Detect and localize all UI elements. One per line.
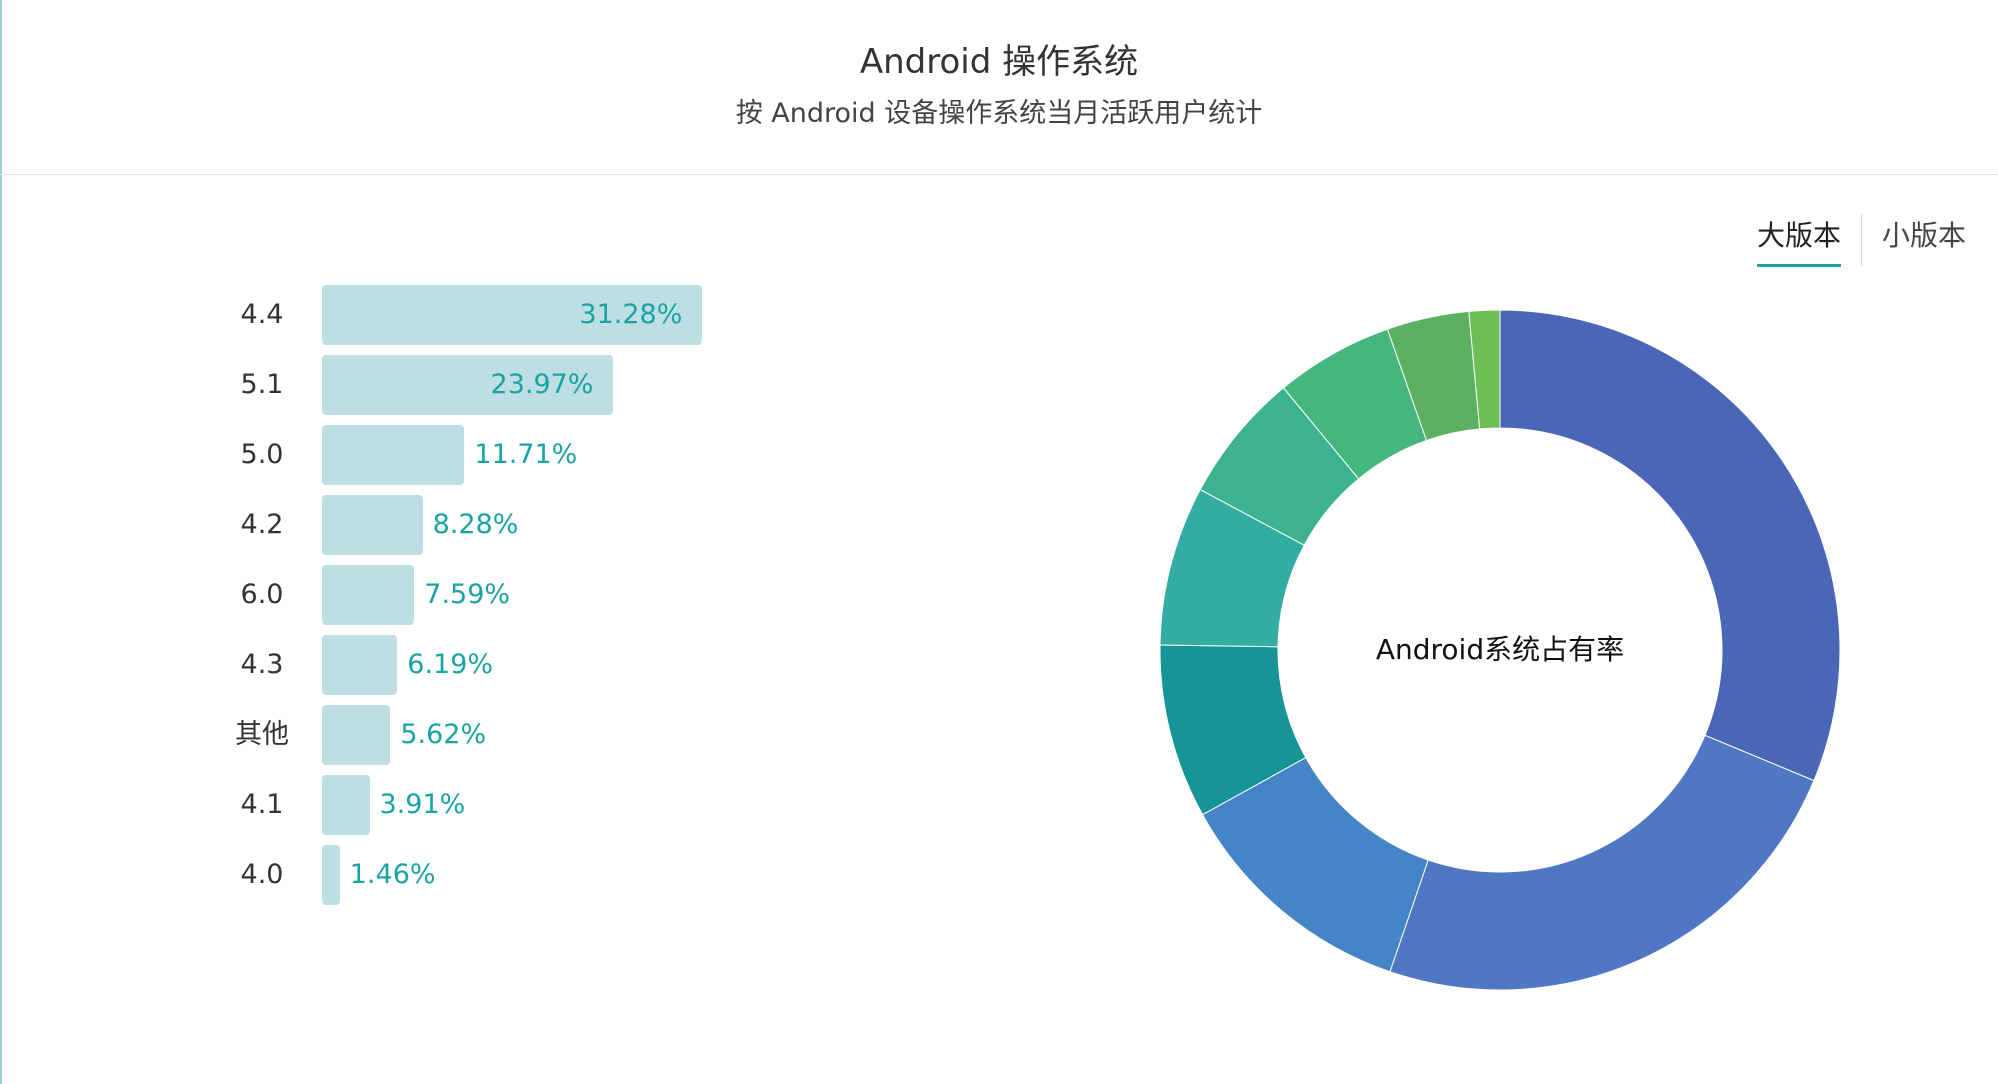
chart-title: Android 操作系统 bbox=[859, 42, 1139, 82]
bar-value-label: 11.71% bbox=[474, 439, 578, 470]
bar-value-label: 23.97% bbox=[490, 369, 594, 400]
bar[interactable] bbox=[322, 565, 415, 625]
bar-value-label: 5.62% bbox=[400, 719, 487, 750]
chart-header: Android 操作系统 按 Android 设备操作系统当月活跃用户统计 bbox=[0, 0, 1998, 175]
tab-major-version[interactable]: 大版本 bbox=[1756, 214, 1841, 267]
bar-category-label: 4.0 bbox=[240, 859, 284, 890]
bar[interactable] bbox=[322, 355, 614, 415]
bar-category-label: 4.3 bbox=[240, 649, 284, 680]
version-tabs: 大版本 小版本 bbox=[1756, 214, 1966, 267]
bar[interactable] bbox=[322, 285, 703, 345]
bar-category-label: 4.1 bbox=[240, 789, 284, 820]
donut-chart bbox=[1159, 309, 1841, 991]
chart-subtitle: 按 Android 设备操作系统当月活跃用户统计 bbox=[735, 98, 1263, 129]
bar-row[interactable]: 4.3 6.19% bbox=[0, 635, 1000, 695]
donut-center-label: Android系统占有率 bbox=[1375, 633, 1625, 666]
bar[interactable] bbox=[322, 775, 370, 835]
bar-row[interactable]: 其他 5.62% bbox=[0, 705, 1000, 765]
bar[interactable] bbox=[322, 705, 391, 765]
bar-value-label: 7.59% bbox=[424, 579, 511, 610]
left-edge-line bbox=[0, 0, 2, 1084]
bar-value-label: 3.91% bbox=[379, 789, 466, 820]
bar-category-label: 5.0 bbox=[240, 439, 284, 470]
tab-divider bbox=[1860, 214, 1862, 266]
bar-value-label: 31.28% bbox=[579, 299, 683, 330]
bar-row[interactable]: 5.1 23.97% bbox=[0, 355, 1000, 415]
bar-category-label: 6.0 bbox=[240, 579, 284, 610]
donut-slice[interactable] bbox=[1499, 309, 1841, 782]
bar-category-label: 4.2 bbox=[240, 509, 284, 540]
bar[interactable] bbox=[322, 845, 340, 905]
bar-row[interactable]: 6.0 7.59% bbox=[0, 565, 1000, 625]
bar-category-label: 4.4 bbox=[240, 299, 284, 330]
donut-slice[interactable] bbox=[1468, 309, 1501, 430]
bar-row[interactable]: 5.0 11.71% bbox=[0, 425, 1000, 485]
bar-value-label: 1.46% bbox=[349, 859, 436, 890]
bar-value-label: 6.19% bbox=[407, 649, 494, 680]
bar-category-label: 其他 bbox=[235, 719, 289, 750]
bar-value-label: 8.28% bbox=[432, 509, 519, 540]
bar[interactable] bbox=[322, 425, 465, 485]
bar[interactable] bbox=[322, 495, 423, 555]
bar-row[interactable]: 4.2 8.28% bbox=[0, 495, 1000, 555]
bar-category-label: 5.1 bbox=[240, 369, 284, 400]
bar-row[interactable]: 4.1 3.91% bbox=[0, 775, 1000, 835]
donut-slice[interactable] bbox=[1389, 734, 1815, 991]
bar-row[interactable]: 4.4 31.28% bbox=[0, 285, 1000, 345]
bar[interactable] bbox=[322, 635, 398, 695]
tab-minor-version[interactable]: 小版本 bbox=[1881, 219, 1966, 252]
bar-row[interactable]: 4.0 1.46% bbox=[0, 845, 1000, 905]
